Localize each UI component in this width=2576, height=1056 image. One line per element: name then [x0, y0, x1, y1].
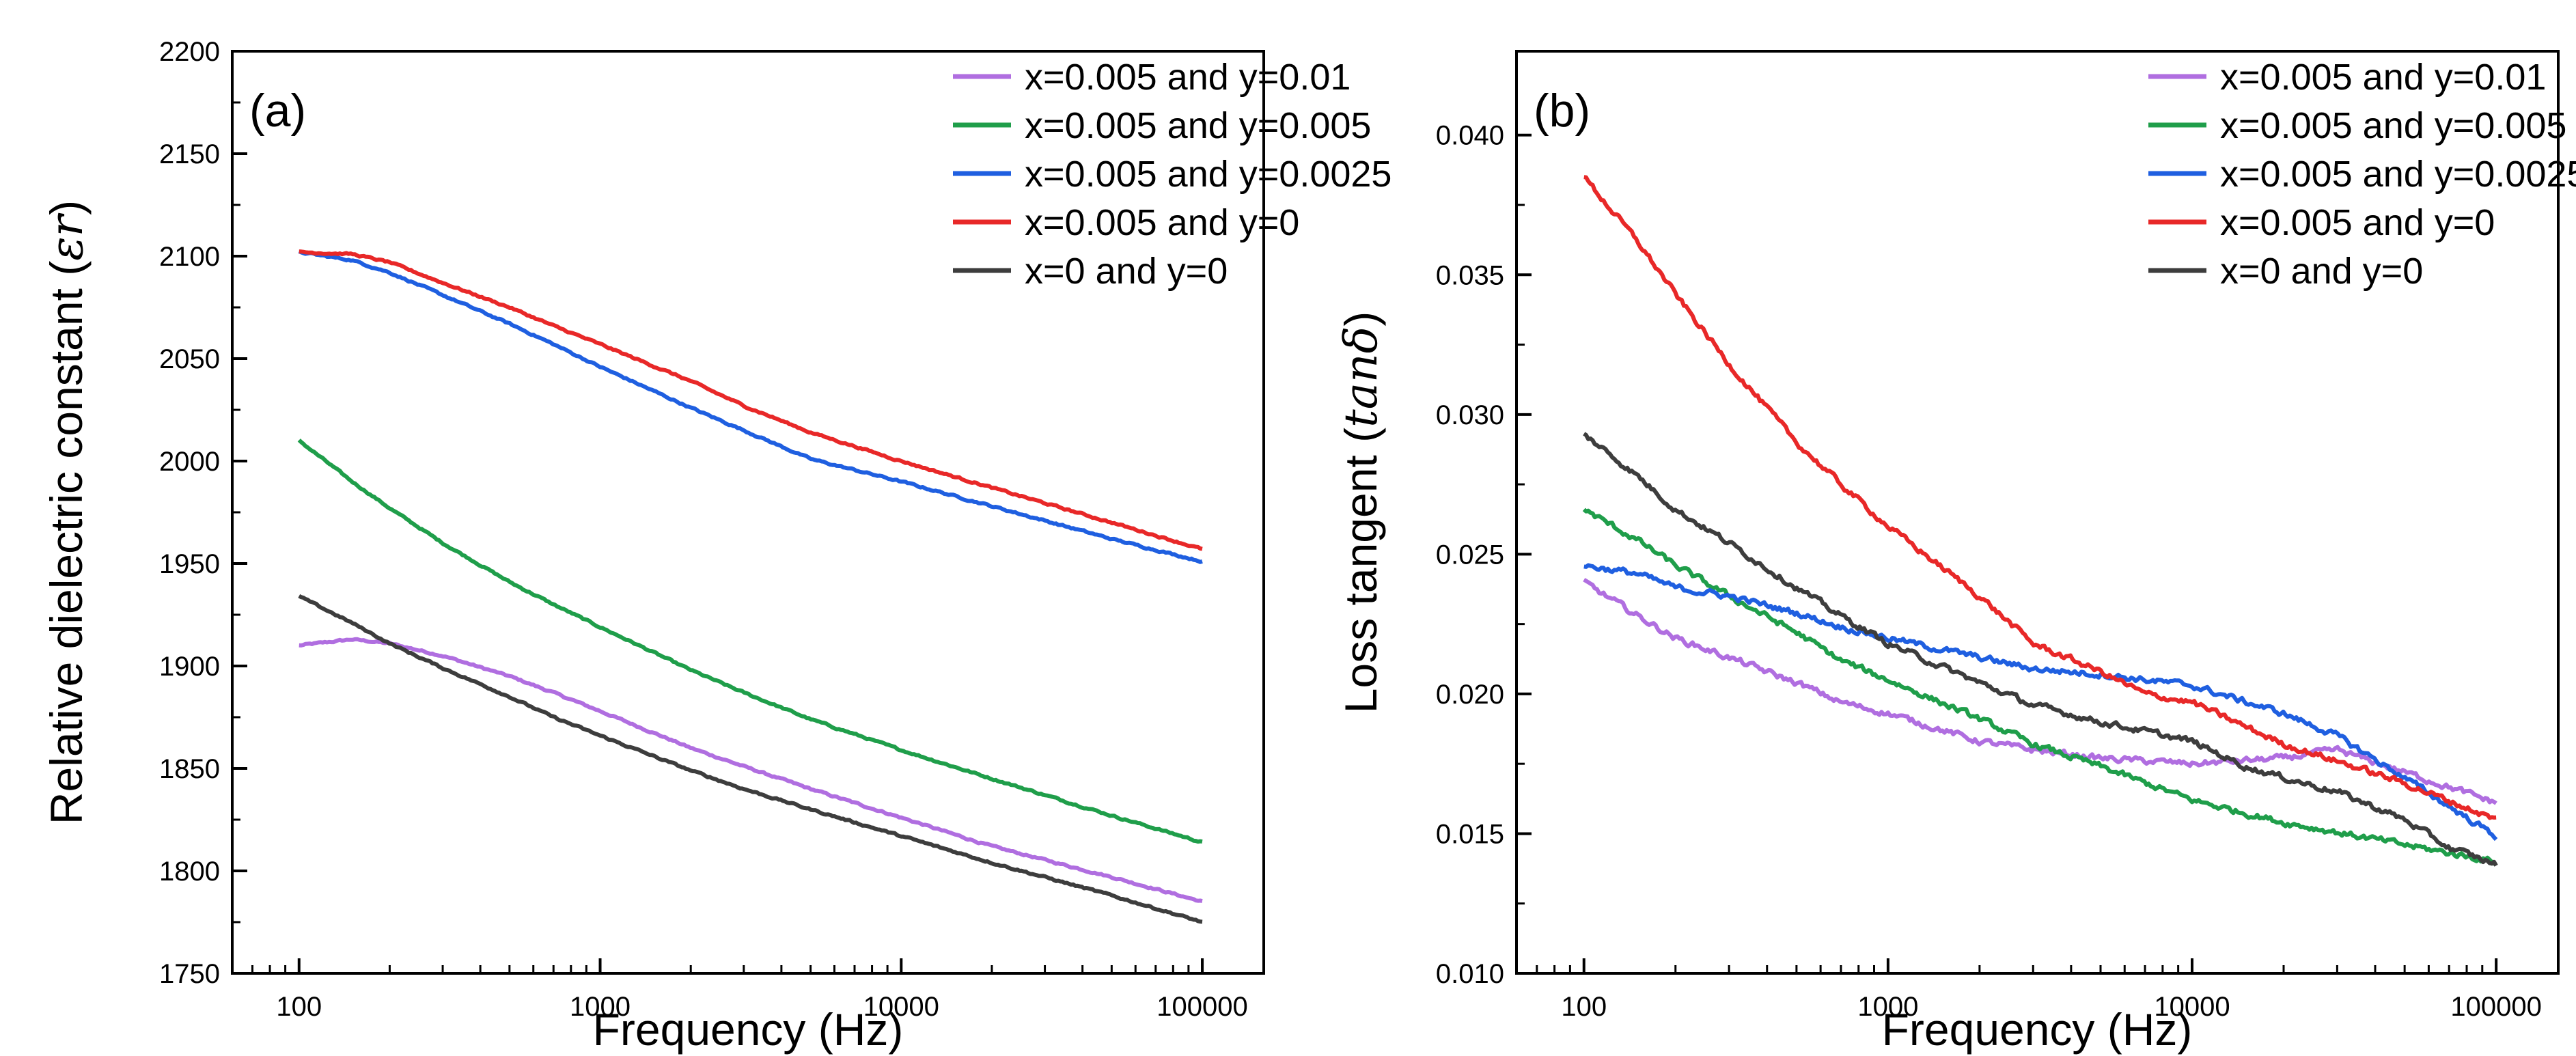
panel-a-y-tick-label: 1900 [159, 652, 220, 682]
panel-a-legend-label-5: x=0 and y=0 [1025, 251, 1228, 292]
panel-a-ticks: 100 1000 10000 100000 1750 1800 1850 1900 1950 20… [159, 37, 1248, 1022]
panel-b-x-axis-title: Frequency (Hz) [1882, 1004, 2193, 1055]
panel-a-x-tick-label: 10000 [863, 992, 939, 1022]
panel-b-series-line-4 [1583, 175, 2497, 820]
panel-b-y-tick-label: 0.010 [1436, 959, 1504, 989]
panel-a-y-axis-paren-open: ( [41, 261, 92, 288]
panel-b-x-tick-label: 1000 [1857, 992, 1918, 1022]
panel-a-series-line-1 [299, 637, 1203, 904]
panel-a-legend-label-3: x=0.005 and y=0.0025 [1025, 154, 1391, 195]
panel-a-y-axis-symbol: εr [40, 212, 93, 260]
panel-b-y-tick-label: 0.040 [1436, 121, 1504, 151]
panel-b-legend-label-3: x=0.005 and y=0.0025 [2220, 154, 2576, 195]
panel-b-legend-label-4: x=0.005 and y=0 [2220, 202, 2495, 243]
panel-a-series-line-3 [298, 249, 1203, 564]
panel-a-label: (a) [249, 85, 306, 137]
panel-b-plot-frame [1515, 50, 2560, 975]
panel-a-y-axis-title: Relative dielectric constant (εr) [40, 200, 93, 824]
panel-b-y-axis-symbol: tanδ [1335, 326, 1387, 428]
panel-a-y-tick-label: 1850 [159, 754, 220, 784]
panel-a-series-line-4 [299, 249, 1203, 551]
panel-b-y-axis-title: Loss tangent (tanδ) [1335, 311, 1387, 713]
panel-a-x-tick-label: 1000 [570, 992, 631, 1022]
panel-a-x-axis-title: Frequency (Hz) [593, 1004, 904, 1055]
panel-b-legend: x=0.005 and y=0.01 x=0.005 and y=0.005 x=0… [2148, 57, 2576, 292]
panel-a-series-line-2 [297, 439, 1203, 844]
panel-b-y-tick-label: 0.025 [1436, 540, 1504, 570]
panel-b-legend-label-5: x=0 and y=0 [2220, 251, 2423, 292]
panel-b-series-group [1582, 175, 2498, 867]
panel-a-x-tick-label: 100 [276, 992, 322, 1022]
panel-b-x-tick-label: 100000 [2450, 992, 2541, 1022]
panel-a-y-tick-label: 1750 [159, 959, 220, 989]
panel-a-series-line-5 [298, 594, 1203, 924]
panel-a-legend-label-4: x=0.005 and y=0 [1025, 202, 1299, 243]
panel-a-legend-label-1: x=0.005 and y=0.01 [1025, 57, 1351, 98]
panel-a-y-tick-label: 2050 [159, 344, 220, 374]
panel-a-y-tick-label: 2100 [159, 242, 220, 272]
panel-b-x-tick-label: 100 [1561, 992, 1607, 1022]
panel-b-legend-label-2: x=0.005 and y=0.005 [2220, 105, 2566, 146]
panel-b: 100 1000 10000 100000 0.010 0.015 0.020 0.025 0.… [1335, 50, 2576, 1055]
panel-b-y-axis-title-text: Loss tangent [1335, 455, 1386, 713]
panel-a-legend: x=0.005 and y=0.01 x=0.005 and y=0.005 x=0… [953, 57, 1391, 292]
panel-b-y-tick-label: 0.030 [1436, 400, 1504, 430]
panel-a-y-axis-title-text: Relative dielectric constant [41, 288, 92, 824]
panel-b-label: (b) [1534, 85, 1590, 137]
panel-b-series-line-2 [1582, 508, 2497, 866]
panel-a-y-tick-label: 1950 [159, 549, 220, 579]
panel-a-y-axis-paren-close: ) [41, 200, 92, 215]
panel-b-legend-label-1: x=0.005 and y=0.01 [2220, 57, 2546, 98]
panel-b-y-axis-paren-close: ) [1335, 311, 1386, 326]
panel-a-y-tick-label: 1800 [159, 857, 220, 887]
panel-b-series-line-5 [1583, 432, 2498, 867]
panel-a-x-tick-label: 100000 [1157, 992, 1247, 1022]
panel-b-y-tick-label: 0.035 [1436, 260, 1504, 290]
panel-b-ticks: 100 1000 10000 100000 0.010 0.015 0.020 0.025 0.… [1436, 121, 2542, 1022]
panel-a-series-group [297, 249, 1203, 924]
panel-b-y-axis-paren-open: ( [1335, 428, 1386, 455]
panel-b-y-tick-label: 0.020 [1436, 680, 1504, 710]
panel-a: 100 1000 10000 100000 1750 1800 1850 1900 1950 20… [40, 37, 1391, 1055]
panel-b-y-tick-label: 0.015 [1436, 819, 1504, 849]
panel-a-legend-label-2: x=0.005 and y=0.005 [1025, 105, 1371, 146]
panel-b-series-line-3 [1583, 563, 2498, 842]
panel-a-y-tick-label: 2000 [159, 447, 220, 477]
panel-b-x-tick-label: 10000 [2154, 992, 2230, 1022]
panel-a-y-tick-label: 2200 [159, 37, 220, 67]
panel-a-y-tick-label: 2150 [159, 139, 220, 169]
